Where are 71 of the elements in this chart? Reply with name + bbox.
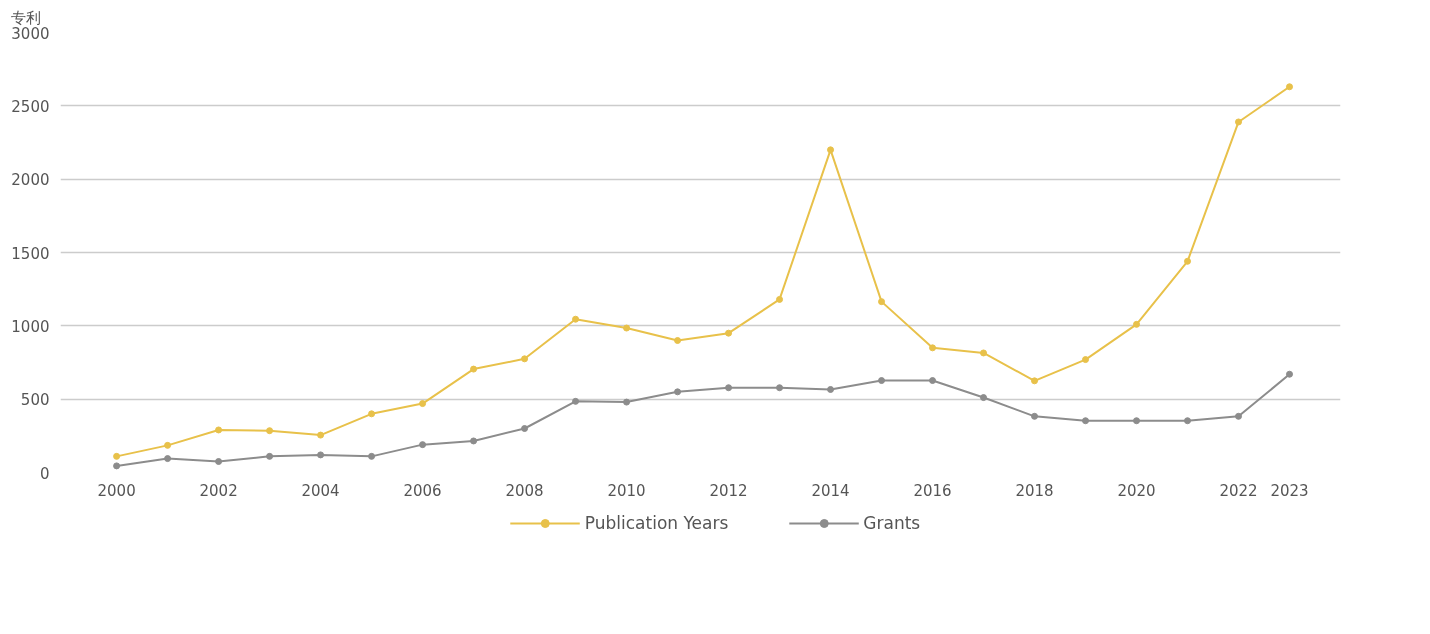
- point: [572, 397, 580, 405]
- x-tick-label: 2000: [97, 481, 136, 500]
- point: [266, 427, 274, 435]
- x-tick-label: 2016: [913, 481, 952, 500]
- y-axis-title: 专利: [10, 8, 41, 27]
- point: [776, 295, 784, 303]
- point: [317, 451, 325, 459]
- point: [929, 344, 937, 352]
- point: [1184, 417, 1192, 425]
- point: [521, 425, 529, 432]
- point: [419, 441, 427, 449]
- x-tick-label: 2020: [1117, 481, 1156, 500]
- point: [929, 377, 937, 385]
- point: [317, 431, 325, 439]
- point: [827, 385, 835, 393]
- x-tick-label: 2002: [199, 481, 238, 500]
- point: [623, 398, 631, 406]
- point: [215, 426, 223, 434]
- point: [878, 298, 886, 306]
- x-tick-label: 2006: [403, 481, 442, 500]
- y-tick-label: 500: [20, 391, 50, 410]
- point: [419, 400, 427, 408]
- point: [725, 384, 733, 392]
- point: [1133, 320, 1141, 328]
- point: [368, 452, 376, 460]
- point: [878, 377, 886, 385]
- legend-label: Grants: [863, 513, 921, 533]
- point: [1031, 412, 1039, 420]
- point: [368, 410, 376, 418]
- point: [674, 337, 682, 344]
- y-tick-label: 1000: [11, 317, 50, 336]
- point: [725, 329, 733, 337]
- point: [623, 324, 631, 332]
- point: [113, 462, 121, 470]
- point: [521, 355, 529, 363]
- x-tick-label: 2012: [709, 481, 748, 500]
- point: [980, 349, 988, 357]
- point: [1235, 118, 1243, 126]
- x-tick-label: 2023: [1270, 481, 1309, 500]
- x-tick-label: 2022: [1219, 481, 1258, 500]
- point: [215, 458, 223, 465]
- point: [1286, 83, 1293, 91]
- point: [164, 441, 172, 449]
- y-tick-label: 0: [39, 464, 50, 483]
- point: [1031, 377, 1039, 385]
- point: [776, 384, 784, 392]
- x-tick-label: 2018: [1015, 481, 1054, 500]
- point: [113, 452, 121, 460]
- legend-label: Publication Years: [584, 513, 729, 533]
- x-tick-label: 2010: [607, 481, 646, 500]
- point: [1133, 417, 1141, 425]
- point: [1235, 412, 1243, 420]
- y-tick-label: 1500: [11, 244, 50, 263]
- point: [1082, 356, 1090, 364]
- point: [1082, 417, 1090, 425]
- point: [164, 455, 172, 463]
- point: [470, 437, 478, 445]
- y-tick-label: 2500: [11, 97, 50, 116]
- point: [266, 452, 274, 460]
- x-tick-label: 2004: [301, 481, 340, 500]
- x-tick-label: 2008: [505, 481, 544, 500]
- point: [572, 315, 580, 323]
- point: [470, 365, 478, 373]
- point: [1184, 257, 1192, 265]
- point: [674, 388, 682, 396]
- point: [980, 394, 988, 402]
- y-tick-label: 3000: [11, 24, 50, 43]
- point: [1286, 370, 1293, 378]
- point: [827, 146, 835, 154]
- x-tick-label: 2014: [811, 481, 850, 500]
- y-tick-label: 2000: [11, 171, 50, 190]
